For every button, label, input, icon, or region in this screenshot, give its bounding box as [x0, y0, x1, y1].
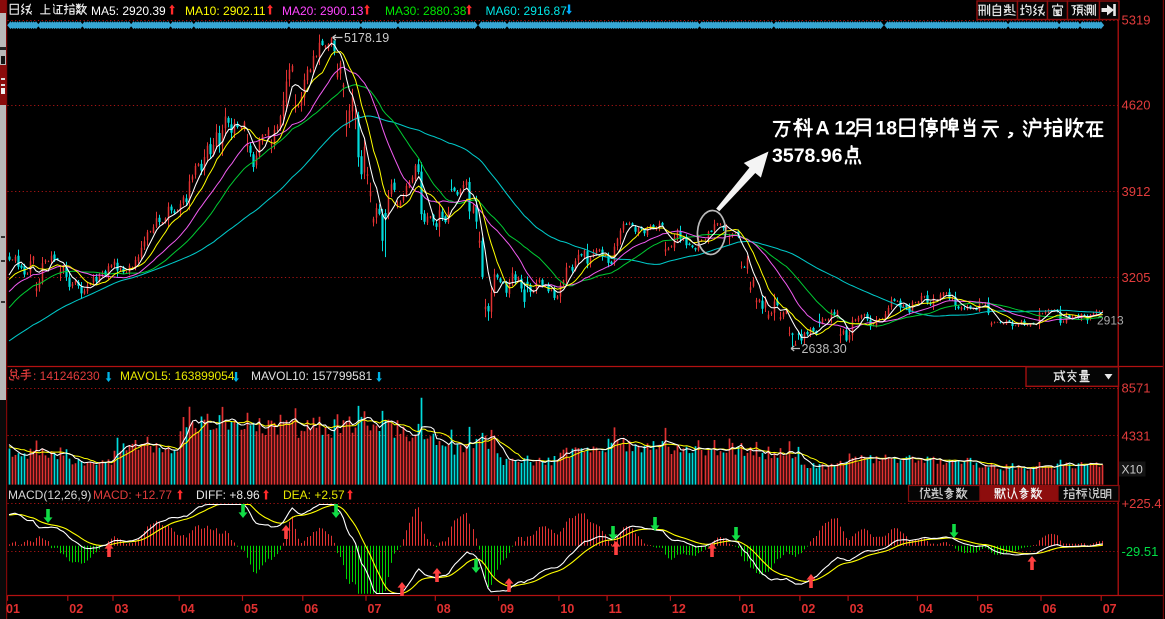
svg-text:3578.96: 3578.96: [772, 145, 843, 167]
svg-text:MA30: 2880.38: MA30: 2880.38: [385, 4, 467, 18]
svg-text:03: 03: [115, 602, 129, 616]
svg-text:4331: 4331: [1122, 429, 1151, 444]
svg-text:MACD(12,26,9): MACD(12,26,9): [8, 488, 91, 502]
svg-text:12: 12: [672, 602, 686, 616]
svg-text:07: 07: [368, 602, 382, 616]
svg-text:5319: 5319: [1122, 13, 1151, 28]
svg-text:+225.4: +225.4: [1122, 496, 1162, 511]
svg-text:MAVOL5: 163899054: MAVOL5: 163899054: [120, 369, 235, 383]
svg-text:3912: 3912: [1122, 184, 1151, 199]
svg-text:MA20: 2900.13: MA20: 2900.13: [282, 4, 364, 18]
svg-text:02: 02: [801, 602, 815, 616]
svg-text:8571: 8571: [1122, 381, 1151, 396]
svg-text:DIFF: +8.96: DIFF: +8.96: [196, 488, 260, 502]
svg-text:3205: 3205: [1122, 270, 1151, 285]
svg-text:5178.19: 5178.19: [344, 31, 389, 45]
svg-text:MAVOL10: 157799581: MAVOL10: 157799581: [251, 369, 373, 383]
svg-text:09: 09: [500, 602, 514, 616]
svg-text:01: 01: [6, 602, 20, 616]
svg-text:2638.30: 2638.30: [802, 342, 847, 356]
svg-text:04: 04: [181, 602, 195, 616]
svg-text:04: 04: [919, 602, 933, 616]
svg-text:MA10: 2902.11: MA10: 2902.11: [185, 4, 266, 18]
svg-text:A 12: A 12: [816, 118, 857, 140]
svg-text:MA60: 2916.87: MA60: 2916.87: [486, 4, 568, 18]
svg-text:02: 02: [69, 602, 83, 616]
svg-text:2913: 2913: [1097, 314, 1124, 328]
svg-text:MACD: +12.77: MACD: +12.77: [93, 488, 172, 502]
svg-text:07: 07: [1103, 602, 1117, 616]
svg-text:DEA: +2.57: DEA: +2.57: [283, 488, 345, 502]
svg-text:06: 06: [304, 602, 318, 616]
svg-text:MA5: 2920.39: MA5: 2920.39: [91, 4, 166, 18]
svg-text:06: 06: [1043, 602, 1057, 616]
svg-text:11: 11: [609, 602, 622, 616]
svg-text:10: 10: [560, 602, 574, 616]
svg-text:4620: 4620: [1122, 98, 1151, 113]
svg-text:18: 18: [875, 118, 897, 140]
svg-text:X10: X10: [1122, 463, 1144, 477]
svg-text:: 141246230: : 141246230: [33, 369, 100, 383]
svg-text:05: 05: [979, 602, 993, 616]
svg-text:03: 03: [850, 602, 864, 616]
svg-text:05: 05: [244, 602, 258, 616]
svg-text:01: 01: [741, 602, 755, 616]
svg-text:-29.51: -29.51: [1122, 544, 1159, 559]
svg-text:08: 08: [437, 602, 451, 616]
